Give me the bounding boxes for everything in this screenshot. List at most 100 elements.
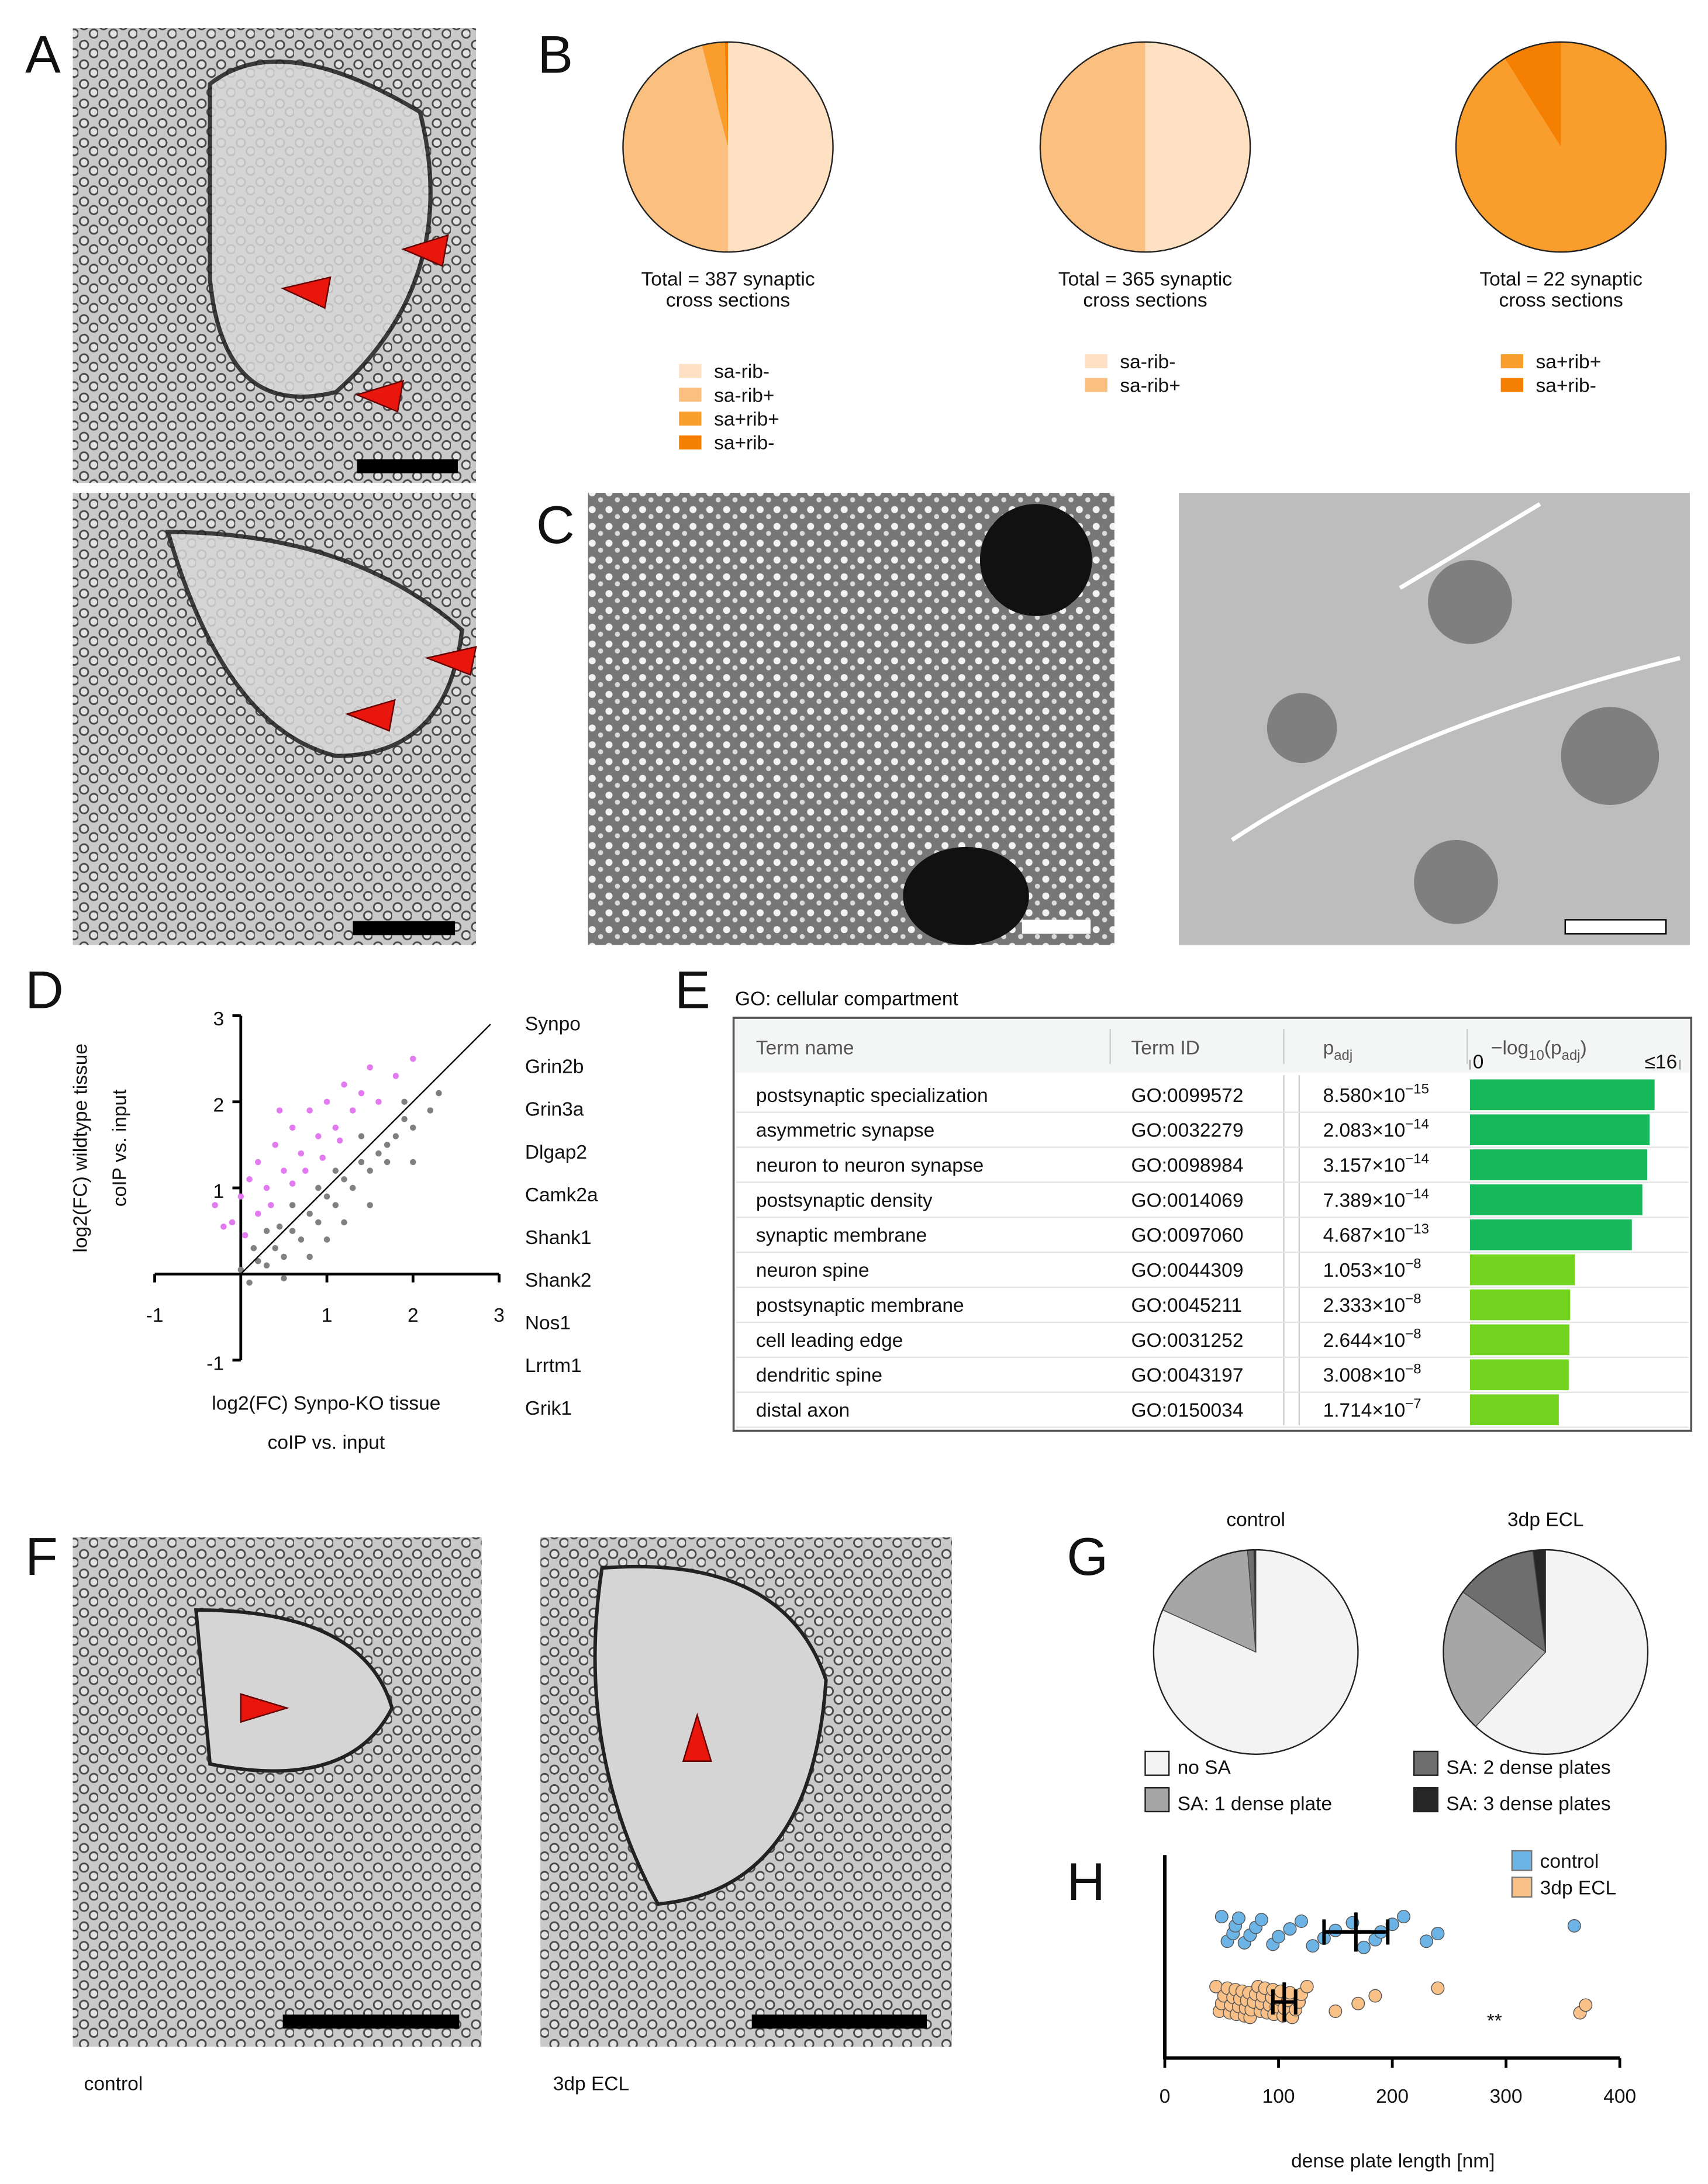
column-header: −log10(padj) — [1491, 1037, 1587, 1063]
gene-label: Synpo — [525, 1014, 581, 1035]
term-name: dendritic spine — [756, 1365, 882, 1387]
term-name: cell leading edge — [756, 1330, 903, 1352]
p-exp: −15 — [1405, 1081, 1429, 1097]
p-base: 3.157×10 — [1323, 1155, 1406, 1177]
term-id: GO:0014069 — [1131, 1190, 1244, 1211]
scale-tick-label: ≤16 — [1645, 1051, 1678, 1073]
scatter-point — [289, 1180, 296, 1187]
panel-label: G — [1067, 1528, 1108, 1587]
legend-label: no SA — [1178, 1757, 1231, 1778]
x-tick-label: 200 — [1376, 2086, 1409, 2107]
p-base: 4.687×10 — [1323, 1225, 1406, 1246]
term-id: GO:0150034 — [1131, 1400, 1244, 1422]
scale-bar — [751, 2014, 927, 2029]
strip-point — [1294, 1914, 1308, 1928]
membrane — [208, 59, 433, 399]
header-part: p — [1323, 1037, 1334, 1059]
term-name: neuron to neuron synapse — [756, 1155, 984, 1177]
scatter-point — [281, 1167, 287, 1174]
scatter-point — [410, 1159, 416, 1166]
strip-point — [1306, 1939, 1320, 1953]
legend-swatch — [1144, 1750, 1170, 1776]
scatter-point — [276, 1224, 283, 1230]
x-axis-label: dense plate length [nm] — [1291, 2150, 1495, 2172]
legend-swatch — [1413, 1787, 1439, 1813]
scatter-point — [319, 1155, 326, 1161]
legend-swatch — [1085, 354, 1107, 368]
scatter-point — [358, 1133, 365, 1139]
pie-slice — [728, 42, 833, 253]
scatter-point — [341, 1219, 347, 1226]
image-caption: 3dp ECL — [553, 2074, 629, 2095]
scatter-point — [254, 1257, 261, 1264]
table-header-bg — [734, 1019, 1690, 1073]
filament — [1230, 502, 1681, 842]
pie-slice — [1040, 42, 1145, 253]
scale-bar — [353, 921, 456, 935]
p-base: 3.008×10 — [1323, 1365, 1406, 1387]
y-axis-label: coIP vs. input — [109, 1089, 130, 1207]
scatter-point — [237, 1193, 244, 1200]
scale-tick-label: 0 — [1473, 1051, 1484, 1073]
scatter-point — [212, 1202, 218, 1208]
legend-swatch — [1500, 354, 1523, 368]
strip-point — [1283, 1922, 1297, 1936]
p-exp: −13 — [1405, 1221, 1429, 1237]
strip-point — [1357, 1940, 1371, 1954]
scatter-point — [289, 1228, 296, 1234]
term-id: GO:0043197 — [1131, 1365, 1244, 1387]
scatter-point — [272, 1142, 278, 1148]
pie-outline — [1153, 1549, 1359, 1755]
legend-swatch — [1085, 378, 1107, 392]
legend-swatch — [679, 435, 702, 450]
term-id: GO:0031252 — [1131, 1330, 1244, 1352]
scale-bar — [1564, 919, 1667, 935]
legend-label: 3dp ECL — [1540, 1877, 1616, 1899]
p-exp: −8 — [1405, 1326, 1421, 1342]
p-value: 3.157×10−14 — [1323, 1151, 1429, 1176]
scatter-point — [323, 1236, 330, 1243]
bar — [1469, 1359, 1569, 1391]
pie-outline — [1039, 41, 1251, 253]
annotation: ** — [1487, 2010, 1502, 2032]
x-tick-label: 400 — [1603, 2086, 1636, 2107]
strip-point — [1351, 1996, 1365, 2010]
scatter-point — [392, 1073, 399, 1079]
scatter-point — [315, 1219, 322, 1226]
scatter-point — [254, 1210, 261, 1217]
scatter-point — [315, 1184, 322, 1191]
scatter-point — [323, 1098, 330, 1105]
scatter-point — [349, 1184, 356, 1191]
scatter-point — [384, 1159, 391, 1166]
scatter-point — [263, 1262, 270, 1269]
y-tick-label: 1 — [213, 1181, 224, 1202]
term-name: asymmetric synapse — [756, 1120, 934, 1142]
scatter-point — [349, 1107, 356, 1114]
x-tick-label: 0 — [1160, 2086, 1171, 2107]
panel-label: D — [25, 960, 64, 1020]
pie-slice — [623, 45, 729, 253]
scatter-point — [298, 1150, 305, 1157]
bar — [1469, 1289, 1571, 1321]
p-exp: −8 — [1405, 1256, 1421, 1272]
membrane — [165, 530, 464, 758]
pie-caption: Total = 365 synaptic — [1058, 269, 1232, 291]
legend-swatch — [1511, 1877, 1533, 1898]
strip-point — [1254, 1913, 1268, 1927]
legend-label: sa-rib- — [714, 361, 770, 383]
y-tick-label: 3 — [213, 1008, 224, 1030]
scale-bar — [1022, 920, 1091, 934]
p-value: 2.083×10−14 — [1323, 1116, 1429, 1141]
bar — [1469, 1149, 1648, 1180]
scatter-point — [410, 1124, 416, 1131]
term-id: GO:0098984 — [1131, 1155, 1244, 1177]
pie-slice — [724, 42, 729, 147]
scatter-point — [250, 1245, 257, 1252]
p-base: 2.333×10 — [1323, 1295, 1406, 1316]
scatter-point — [302, 1167, 309, 1174]
legend-label: sa-rib- — [1120, 351, 1175, 373]
scatter-point — [272, 1245, 278, 1252]
p-exp: −14 — [1405, 1186, 1429, 1202]
pie-caption: cross sections — [1083, 289, 1207, 311]
